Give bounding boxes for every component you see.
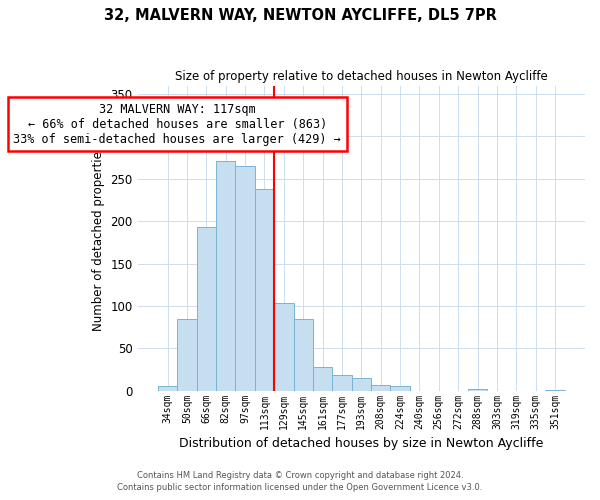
Bar: [274, 304, 293, 390]
Bar: [255, 189, 274, 390]
Title: Size of property relative to detached houses in Newton Aycliffe: Size of property relative to detached ho…: [175, 70, 548, 83]
Y-axis label: Number of detached properties: Number of detached properties: [92, 145, 105, 331]
Text: 32, MALVERN WAY, NEWTON AYCLIFFE, DL5 7PR: 32, MALVERN WAY, NEWTON AYCLIFFE, DL5 7P…: [104, 8, 496, 22]
Bar: [468, 389, 487, 390]
Bar: [158, 386, 178, 390]
Bar: [313, 367, 332, 390]
Text: 32 MALVERN WAY: 117sqm
← 66% of detached houses are smaller (863)
33% of semi-de: 32 MALVERN WAY: 117sqm ← 66% of detached…: [13, 102, 341, 146]
Bar: [216, 161, 235, 390]
Bar: [178, 320, 197, 390]
Text: Contains HM Land Registry data © Crown copyright and database right 2024.
Contai: Contains HM Land Registry data © Crown c…: [118, 471, 482, 492]
X-axis label: Distribution of detached houses by size in Newton Aycliffe: Distribution of detached houses by size …: [179, 437, 544, 450]
Bar: [371, 384, 391, 390]
Bar: [332, 374, 352, 390]
Bar: [235, 166, 255, 390]
Bar: [352, 378, 371, 390]
Bar: [197, 227, 216, 390]
Bar: [293, 318, 313, 390]
Bar: [391, 386, 410, 390]
